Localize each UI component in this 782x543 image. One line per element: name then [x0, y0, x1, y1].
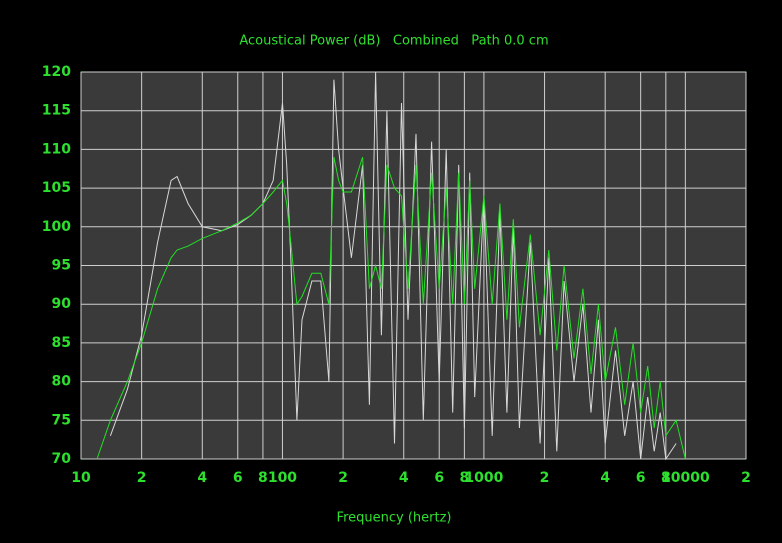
- x-tick-label: 1000: [464, 470, 503, 486]
- x-tick-label: 6: [233, 470, 243, 486]
- series-line: [109, 71, 677, 461]
- x-tick-label: 2: [741, 470, 751, 486]
- x-tick-label: 4: [197, 470, 207, 486]
- y-tick-label: 75: [52, 412, 71, 428]
- x-tick-label: 8: [460, 470, 470, 486]
- x-tick-label: 8: [661, 470, 671, 486]
- y-tick-label: 115: [42, 103, 71, 119]
- y-tick-label: 120: [42, 64, 71, 80]
- y-tick-label: 80: [52, 374, 72, 390]
- x-tick-label: 4: [600, 470, 610, 486]
- x-axis-label: Frequency (hertz): [337, 511, 452, 526]
- x-tick-label: 2: [540, 470, 550, 486]
- y-tick-label: 85: [52, 335, 71, 351]
- x-tick-label: 100: [268, 470, 297, 486]
- chart-title: Acoustical Power (dB) Combined Path 0.0 …: [239, 34, 548, 49]
- x-tick-label: 2: [338, 470, 348, 486]
- y-tick-label: 95: [52, 258, 71, 274]
- x-tick-label: 10000: [661, 470, 710, 486]
- x-tick-label: 6: [636, 470, 646, 486]
- x-tick-label: 10: [71, 470, 91, 486]
- x-tick-label: 4: [399, 470, 409, 486]
- y-tick-label: 90: [52, 296, 72, 312]
- x-tick-label: 6: [434, 470, 444, 486]
- y-tick-label: 70: [52, 451, 72, 467]
- series-line: [96, 156, 686, 460]
- x-tick-label: 2: [137, 470, 147, 486]
- x-tick-label: 8: [258, 470, 268, 486]
- y-tick-label: 110: [42, 141, 71, 157]
- y-tick-label: 105: [42, 180, 71, 196]
- y-tick-label: 100: [42, 219, 71, 235]
